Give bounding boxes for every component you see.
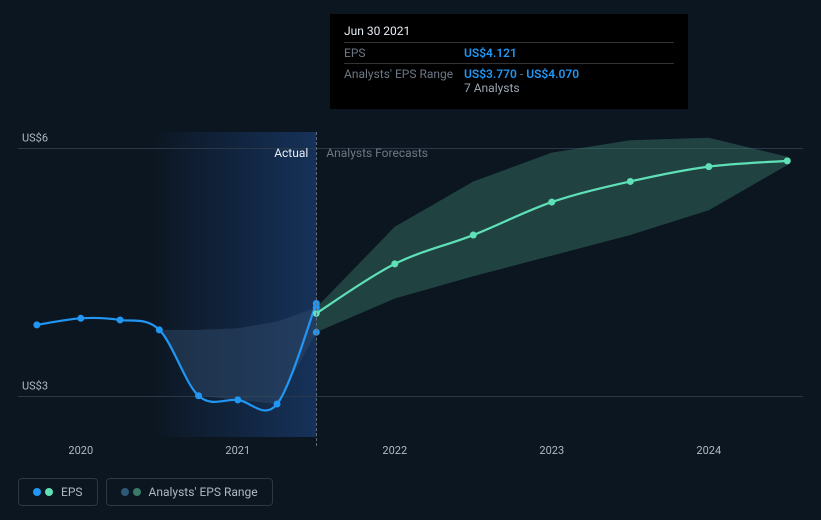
tooltip-spacer: [344, 81, 464, 95]
tooltip-key: EPS: [344, 46, 464, 60]
legend-label: Analysts' EPS Range: [149, 485, 258, 499]
forecast-label: Analysts Forecasts: [326, 146, 428, 160]
legend-swatch: [121, 488, 141, 496]
tooltip-key: Analysts' EPS Range: [344, 67, 464, 81]
range-low: US$3.770: [464, 67, 517, 81]
legend-swatch: [33, 488, 53, 496]
range-high: US$4.070: [526, 67, 579, 81]
actual-forecast-divider: [316, 132, 317, 446]
actual-label: Actual: [274, 146, 308, 160]
tooltip-row-eps: EPS US$4.121: [344, 46, 674, 60]
tooltip-range-value: US$3.770 - US$4.070: [464, 67, 579, 81]
eps-forecast-chart: { "chart": { "type": "line-area", "backg…: [0, 0, 821, 520]
legend-item-range[interactable]: Analysts' EPS Range: [106, 478, 273, 506]
legend-item-eps[interactable]: EPS: [18, 478, 98, 506]
hover-tooltip: Jun 30 2021 EPS US$4.121 Analysts' EPS R…: [330, 14, 688, 109]
tooltip-value: US$4.121: [464, 46, 517, 60]
tooltip-row-analysts: 7 Analysts: [344, 81, 674, 95]
analyst-count: 7 Analysts: [464, 81, 520, 95]
tooltip-row-range: Analysts' EPS Range US$3.770 - US$4.070: [344, 67, 674, 81]
legend-label: EPS: [61, 485, 83, 499]
tooltip-date: Jun 30 2021: [344, 24, 674, 38]
legend: EPS Analysts' EPS Range: [18, 478, 273, 506]
